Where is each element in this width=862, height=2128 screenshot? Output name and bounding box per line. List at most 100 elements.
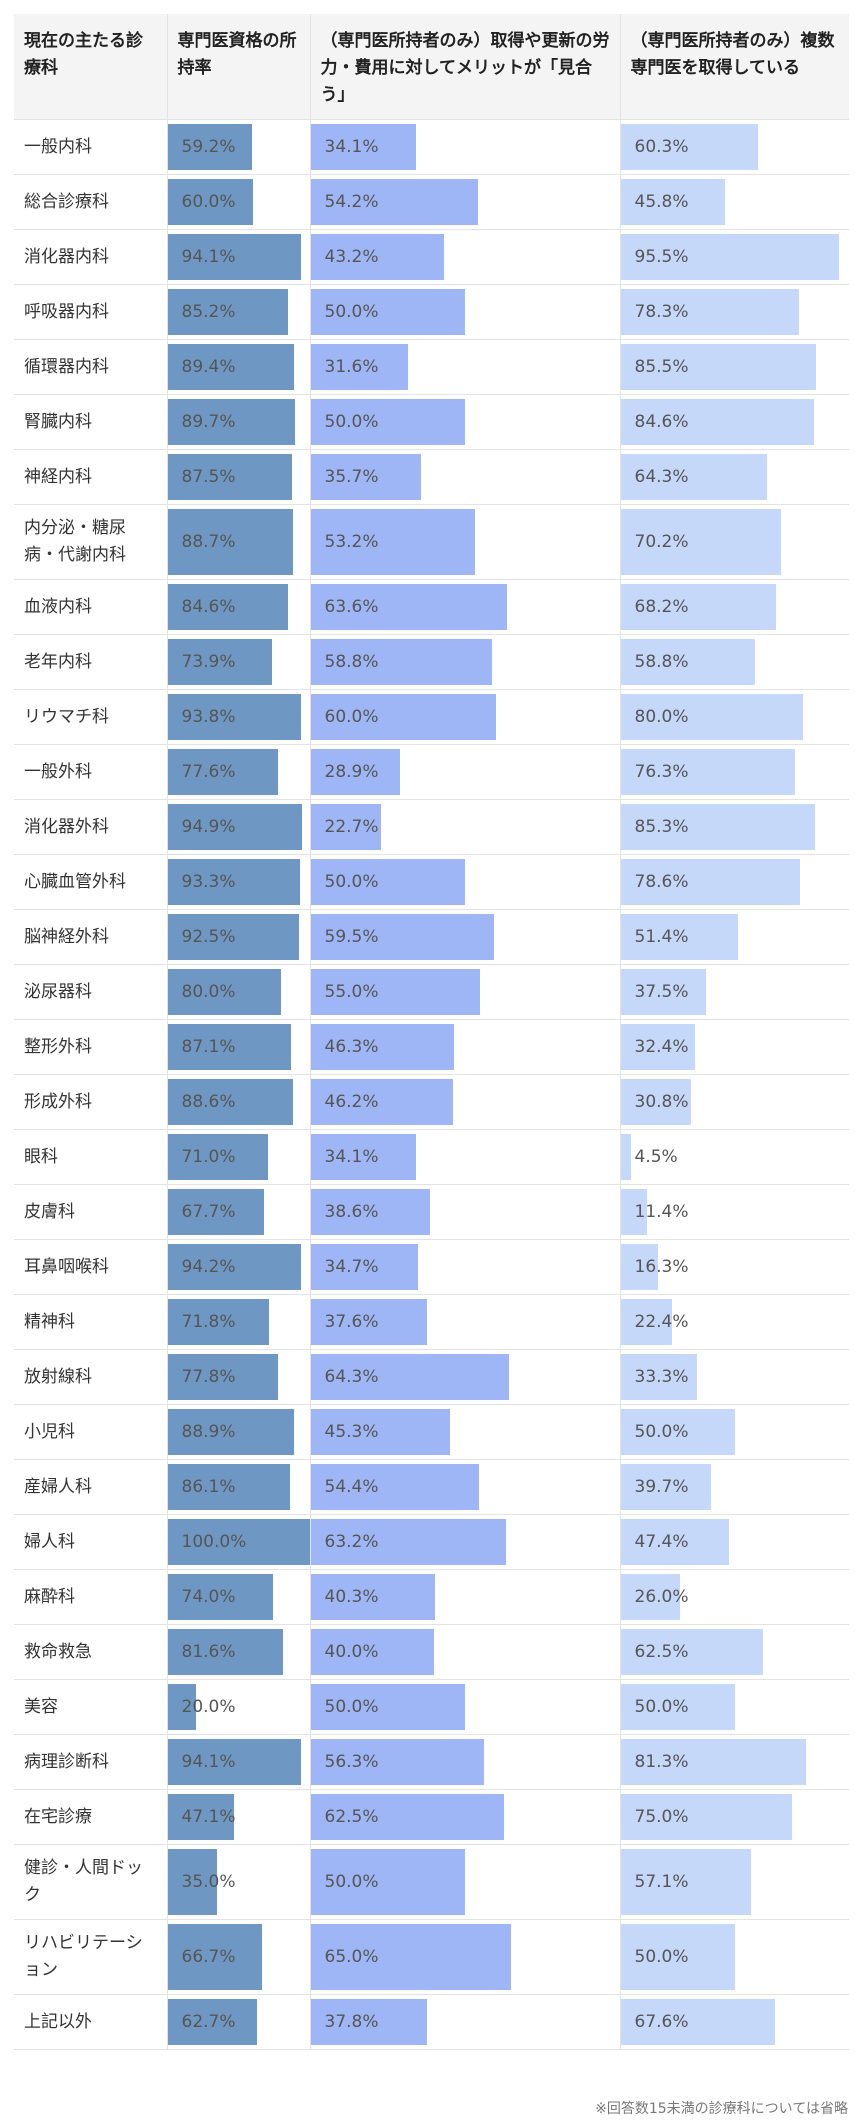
table-row: 病理診断科 94.1% 56.3% 81.3% <box>14 1734 849 1790</box>
multiple-certs-bar <box>620 804 816 850</box>
table-row: 消化器外科 94.9% 22.7% 85.3% <box>14 799 849 855</box>
multiple-certs-bar <box>620 1739 807 1785</box>
worth-it-bar <box>310 399 465 445</box>
certification-rate-bar <box>167 694 301 740</box>
worth-it-value-label: 50.0% <box>324 302 379 322</box>
multiple-certs-bar <box>620 1409 735 1455</box>
worth-it-cell: 31.6% <box>310 339 621 395</box>
worth-it-cell: 55.0% <box>310 964 621 1020</box>
specialty-name: 皮膚科 <box>14 1184 168 1240</box>
certification-rate-bar <box>167 1079 294 1125</box>
multiple-certs-bar <box>620 1189 647 1235</box>
certification-rate-value-label: 100.0% <box>181 1532 247 1552</box>
specialty-name: 心臓血管外科 <box>14 854 168 910</box>
worth-it-value-label: 50.0% <box>324 872 379 892</box>
multiple-certs-cell: 85.5% <box>620 339 849 395</box>
multiple-certs-value-label: 84.6% <box>634 412 689 432</box>
multiple-certs-value-label: 57.1% <box>634 1872 689 1892</box>
table-row: 老年内科 73.9% 58.8% 58.8% <box>14 634 849 690</box>
multiple-certs-bar <box>620 289 800 335</box>
certification-rate-bar <box>167 1409 294 1455</box>
multiple-certs-bar <box>620 1684 735 1730</box>
multiple-certs-bar <box>620 179 726 225</box>
worth-it-value-label: 40.0% <box>324 1642 379 1662</box>
worth-it-bar <box>310 1354 510 1400</box>
certification-rate-cell: 88.6% <box>167 1074 311 1130</box>
worth-it-cell: 34.7% <box>310 1239 621 1295</box>
certification-rate-bar <box>167 344 295 390</box>
worth-it-bar <box>310 1134 416 1180</box>
certification-rate-cell: 67.7% <box>167 1184 311 1240</box>
multiple-certs-value-label: 30.8% <box>634 1092 689 1112</box>
specialty-name: 在宅診療 <box>14 1789 168 1845</box>
specialty-name: 泌尿器科 <box>14 964 168 1020</box>
certification-rate-cell: 88.7% <box>167 504 311 580</box>
certification-rate-cell: 74.0% <box>167 1569 311 1625</box>
worth-it-cell: 53.2% <box>310 504 621 580</box>
worth-it-cell: 46.3% <box>310 1019 621 1075</box>
specialty-name: 内分泌・糖尿病・代謝内科 <box>14 504 168 580</box>
multiple-certs-bar <box>620 1134 631 1180</box>
worth-it-bar <box>310 1409 451 1455</box>
worth-it-cell: 34.1% <box>310 1129 621 1185</box>
multiple-certs-cell: 50.0% <box>620 1679 849 1735</box>
multiple-certs-value-label: 26.0% <box>634 1587 689 1607</box>
certification-rate-cell: 71.8% <box>167 1294 311 1350</box>
specialty-name: 上記以外 <box>14 1994 168 2050</box>
certification-rate-value-label: 84.6% <box>181 597 236 617</box>
table-row: 上記以外 62.7% 37.8% 67.6% <box>14 1994 849 2050</box>
worth-it-bar <box>310 124 416 170</box>
worth-it-cell: 50.0% <box>310 284 621 340</box>
certification-rate-value-label: 71.8% <box>181 1312 236 1332</box>
certification-rate-value-label: 93.8% <box>181 707 236 727</box>
worth-it-value-label: 38.6% <box>324 1202 379 1222</box>
specialty-name: 腎臓内科 <box>14 394 168 450</box>
certification-rate-cell: 73.9% <box>167 634 311 690</box>
multiple-certs-cell: 62.5% <box>620 1624 849 1680</box>
worth-it-bar <box>310 1079 454 1125</box>
certification-rate-bar <box>167 1999 257 2045</box>
table-row: 小児科 88.9% 45.3% 50.0% <box>14 1404 849 1460</box>
specialty-name: 眼科 <box>14 1129 168 1185</box>
specialty-name: 救命救急 <box>14 1624 168 1680</box>
table-row: 麻酔科 74.0% 40.3% 26.0% <box>14 1569 849 1625</box>
worth-it-cell: 56.3% <box>310 1734 621 1790</box>
certification-rate-value-label: 93.3% <box>181 872 236 892</box>
worth-it-bar <box>310 454 421 500</box>
worth-it-value-label: 50.0% <box>324 1697 379 1717</box>
certification-rate-bar <box>167 1574 273 1620</box>
certification-rate-value-label: 35.0% <box>181 1872 236 1892</box>
worth-it-value-label: 37.8% <box>324 2012 379 2032</box>
table-row: 循環器内科 89.4% 31.6% 85.5% <box>14 339 849 395</box>
multiple-certs-value-label: 11.4% <box>634 1202 689 1222</box>
certification-rate-cell: 93.8% <box>167 689 311 745</box>
certification-rate-cell: 60.0% <box>167 174 311 230</box>
worth-it-cell: 45.3% <box>310 1404 621 1460</box>
multiple-certs-cell: 81.3% <box>620 1734 849 1790</box>
worth-it-cell: 46.2% <box>310 1074 621 1130</box>
table-row: 形成外科 88.6% 46.2% 30.8% <box>14 1074 849 1130</box>
multiple-certs-value-label: 78.3% <box>634 302 689 322</box>
multiple-certs-bar <box>620 914 738 960</box>
multiple-certs-value-label: 70.2% <box>634 532 689 552</box>
multiple-certs-bar <box>620 454 768 500</box>
worth-it-cell: 63.2% <box>310 1514 621 1570</box>
certification-rate-cell: 100.0% <box>167 1514 311 1570</box>
worth-it-cell: 50.0% <box>310 854 621 910</box>
header-row: 現在の主たる診療科 専門医資格の所持率 （専門医所持者のみ）取得や更新の労力・費… <box>14 14 849 120</box>
table-row: 眼科 71.0% 34.1% 4.5% <box>14 1129 849 1185</box>
certification-rate-value-label: 47.1% <box>181 1807 236 1827</box>
specialty-name: 消化器外科 <box>14 799 168 855</box>
worth-it-bar <box>310 914 495 960</box>
certification-rate-bar <box>167 289 289 335</box>
table-row: 一般外科 77.6% 28.9% 76.3% <box>14 744 849 800</box>
worth-it-value-label: 59.5% <box>324 927 379 947</box>
specialty-name: 産婦人科 <box>14 1459 168 1515</box>
worth-it-cell: 54.2% <box>310 174 621 230</box>
multiple-certs-bar <box>620 639 755 685</box>
worth-it-bar <box>310 1999 428 2045</box>
multiple-certs-bar <box>620 1924 735 1990</box>
worth-it-value-label: 31.6% <box>324 357 379 377</box>
table-row: 泌尿器科 80.0% 55.0% 37.5% <box>14 964 849 1020</box>
certification-rate-bar <box>167 124 252 170</box>
